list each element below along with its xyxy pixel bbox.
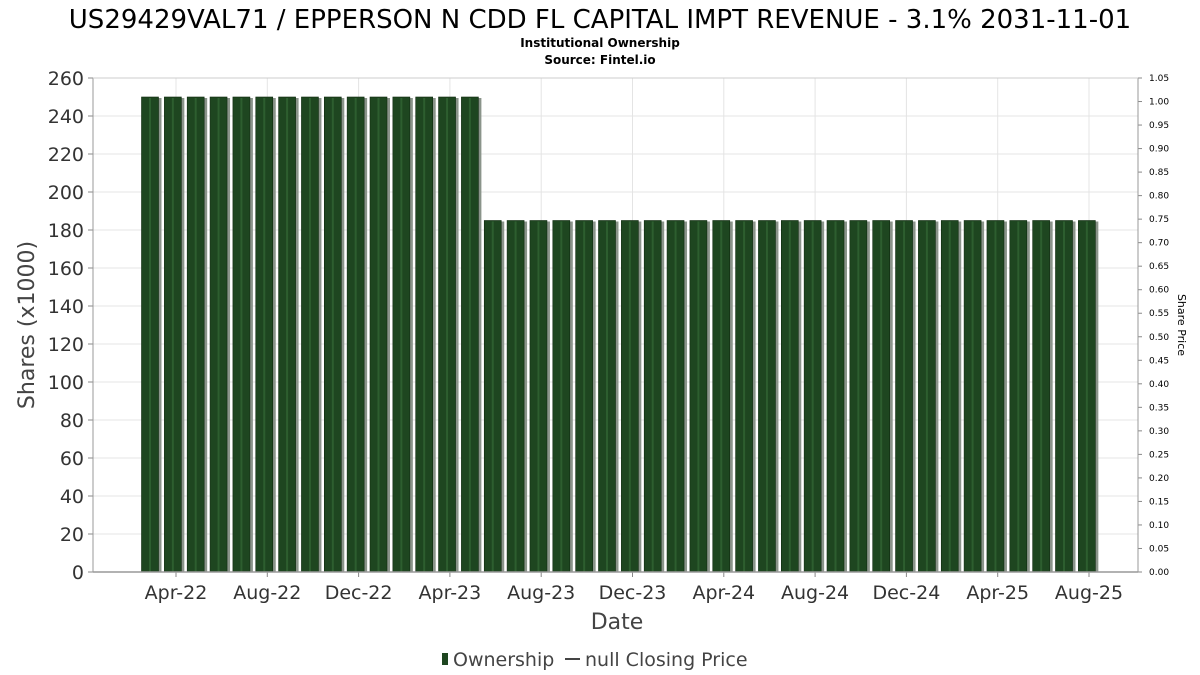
x-tick-label: Apr-22 (145, 582, 208, 604)
y2-tick-label: 0.45 (1149, 356, 1169, 366)
y2-tick-label: 0.20 (1149, 474, 1169, 484)
y-tick-label: 40 (60, 486, 84, 508)
y-tick-label: 100 (48, 372, 84, 394)
axes (88, 77, 1142, 577)
y-tick-label: 60 (60, 448, 84, 470)
x-tick-label: Aug-23 (507, 582, 575, 604)
y2-tick-label: 0.80 (1149, 192, 1169, 202)
y2-axis-label: Share Price (1175, 294, 1188, 356)
y-tick-label: 180 (48, 220, 84, 242)
chart-title: US29429VAL71 / EPPERSON N CDD FL CAPITAL… (69, 5, 1131, 35)
y-tick-label: 140 (48, 296, 84, 318)
y-axis-label: Shares (x1000) (15, 241, 40, 409)
y-tick-label: 80 (60, 410, 84, 432)
y2-tick-label: 0.85 (1149, 168, 1169, 178)
y2-tick-label: 0.00 (1149, 568, 1169, 578)
y2-tick-label: 0.30 (1149, 427, 1169, 437)
x-tick-label: Dec-24 (872, 582, 940, 604)
x-tick-label: Aug-25 (1055, 582, 1123, 604)
y-tick-label: 160 (48, 258, 84, 280)
y2-tick-label: 0.25 (1149, 450, 1169, 460)
y2-tick-label: 0.10 (1149, 521, 1169, 531)
x-tick-label: Dec-23 (599, 582, 667, 604)
y-axis-ticks: 0 20 40 60 80 100 120 140 160 180 200 220 240 260 (48, 68, 84, 584)
y2-tick-label: 0.65 (1149, 262, 1169, 272)
x-tick-label: Apr-23 (419, 582, 482, 604)
y-tick-label: 220 (48, 144, 84, 166)
legend-ownership-swatch (442, 653, 448, 665)
x-tick-label: Apr-25 (966, 582, 1029, 604)
bars-layer (141, 96, 1099, 573)
x-axis-label: Date (591, 610, 644, 635)
y2-tick-label: 0.90 (1149, 145, 1169, 155)
y-tick-label: 0 (72, 562, 84, 584)
x-axis-ticks: Apr-22 Aug-22 Dec-22 Apr-23 Aug-23 Dec-23 Apr-… (145, 582, 1123, 604)
y-tick-label: 240 (48, 106, 84, 128)
y2-tick-label: 0.50 (1149, 333, 1169, 343)
y2-tick-label: 0.35 (1149, 403, 1169, 413)
y-tick-label: 120 (48, 334, 84, 356)
legend-price-label: null Closing Price (585, 649, 748, 671)
y-tick-label: 200 (48, 182, 84, 204)
y-tick-label: 20 (60, 524, 84, 546)
y2-tick-label: 0.05 (1149, 544, 1169, 554)
y-tick-label: 260 (48, 68, 84, 90)
x-tick-label: Dec-22 (325, 582, 393, 604)
y2-tick-label: 0.60 (1149, 286, 1169, 296)
y2-tick-label: 0.15 (1149, 497, 1169, 507)
y2-tick-label: 1.00 (1149, 98, 1169, 108)
y2-tick-label: 0.75 (1149, 215, 1169, 225)
x-tick-label: Aug-22 (233, 582, 301, 604)
legend: Ownership null Closing Price (442, 649, 748, 671)
chart-source: Source: Fintel.io (544, 53, 655, 67)
y2-tick-label: 1.05 (1149, 74, 1169, 84)
y2-tick-label: 0.70 (1149, 239, 1169, 249)
x-tick-label: Aug-24 (781, 582, 849, 604)
legend-ownership-label: Ownership (453, 649, 554, 671)
chart-subtitle: Institutional Ownership (520, 36, 680, 50)
y2-tick-label: 0.40 (1149, 380, 1169, 390)
y2-axis-ticks: 0.00 0.05 0.10 0.15 0.20 0.25 0.30 0.35 0.40 0.45… (1149, 74, 1169, 578)
x-tick-label: Apr-24 (692, 582, 755, 604)
y2-tick-label: 0.55 (1149, 309, 1169, 319)
y2-tick-label: 0.95 (1149, 121, 1169, 131)
